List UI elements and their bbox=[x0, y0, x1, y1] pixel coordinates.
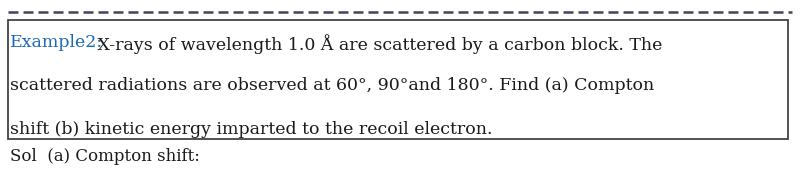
Text: scattered radiations are observed at 60°, 90°and 180°. Find (a) Compton: scattered radiations are observed at 60°… bbox=[10, 77, 654, 94]
Text: Example2:: Example2: bbox=[10, 34, 103, 51]
Text: shift (b) kinetic energy imparted to the recoil electron.: shift (b) kinetic energy imparted to the… bbox=[10, 121, 493, 138]
Text: Sol  (a) Compton shift:: Sol (a) Compton shift: bbox=[10, 148, 200, 165]
FancyBboxPatch shape bbox=[8, 20, 788, 139]
Text: X-rays of wavelength 1.0 Å are scattered by a carbon block. The: X-rays of wavelength 1.0 Å are scattered… bbox=[92, 34, 662, 54]
